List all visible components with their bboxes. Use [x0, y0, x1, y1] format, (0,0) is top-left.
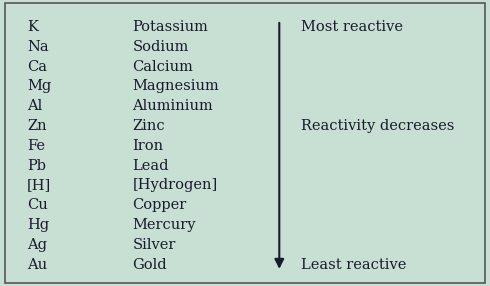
Text: Iron: Iron [132, 139, 164, 153]
Text: Pb: Pb [27, 159, 46, 173]
Text: Ca: Ca [27, 60, 47, 74]
Text: Most reactive: Most reactive [301, 20, 403, 34]
Text: Potassium: Potassium [132, 20, 208, 34]
Text: Least reactive: Least reactive [301, 258, 407, 272]
Text: Calcium: Calcium [132, 60, 193, 74]
Text: Hg: Hg [27, 218, 49, 232]
Text: Silver: Silver [132, 238, 176, 252]
Text: Reactivity decreases: Reactivity decreases [301, 119, 455, 133]
Text: K: K [27, 20, 38, 34]
Text: Sodium: Sodium [132, 40, 189, 54]
Text: Zinc: Zinc [132, 119, 165, 133]
Text: Mercury: Mercury [132, 218, 196, 232]
Text: Aluminium: Aluminium [132, 99, 213, 113]
Text: Na: Na [27, 40, 49, 54]
Text: Al: Al [27, 99, 42, 113]
Text: Magnesium: Magnesium [132, 80, 219, 94]
Text: Cu: Cu [27, 198, 48, 212]
Text: Gold: Gold [132, 258, 167, 272]
Text: Mg: Mg [27, 80, 51, 94]
Text: Au: Au [27, 258, 47, 272]
Text: Copper: Copper [132, 198, 187, 212]
Text: Lead: Lead [132, 159, 169, 173]
Text: Fe: Fe [27, 139, 45, 153]
Text: Ag: Ag [27, 238, 47, 252]
Text: Zn: Zn [27, 119, 47, 133]
Text: [Hydrogen]: [Hydrogen] [132, 178, 218, 192]
Text: [H]: [H] [27, 178, 51, 192]
